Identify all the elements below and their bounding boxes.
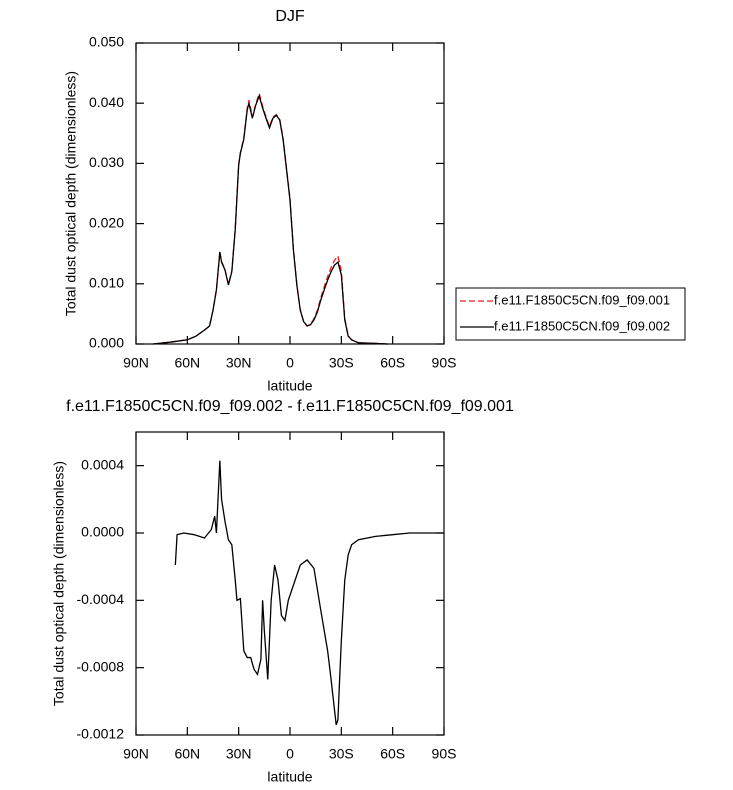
data-line <box>153 91 388 345</box>
x-tick-label: 30N <box>226 746 252 762</box>
y-tick-label: 0.010 <box>89 275 124 291</box>
x-tick-label: 60S <box>380 355 405 371</box>
plot-frame <box>135 431 445 736</box>
x-tick-label: 90S <box>432 746 457 762</box>
data-line <box>153 93 388 345</box>
y-tick-label: 0.020 <box>89 214 124 230</box>
x-tick-label: 90S <box>432 355 457 371</box>
legend-label: f.e11.F1850C5CN.f09_f09.002 <box>494 318 670 333</box>
x-tick-label: 30N <box>226 355 252 371</box>
y-tick-label: 0.0004 <box>81 456 124 472</box>
x-tick-label: 60S <box>380 746 405 762</box>
y-tick-label: -0.0012 <box>77 726 125 742</box>
chart-title: f.e11.F1850C5CN.f09_f09.002 - f.e11.F185… <box>66 398 514 415</box>
y-axis-label: Total dust optical depth (dimensionless) <box>63 71 79 316</box>
x-axis-label: latitude <box>267 378 312 394</box>
legend-box <box>455 287 686 341</box>
y-tick-label: -0.0004 <box>77 591 125 607</box>
y-tick-label: 0.030 <box>89 154 124 170</box>
y-tick-label: 0.050 <box>89 34 124 50</box>
x-tick-label: 90N <box>123 746 149 762</box>
y-tick-label: 0.000 <box>89 335 124 351</box>
x-tick-label: 0 <box>286 355 294 371</box>
legend-label: f.e11.F1850C5CN.f09_f09.001 <box>494 292 670 307</box>
y-tick-label: -0.0008 <box>77 658 125 674</box>
y-tick-label: 0.040 <box>89 94 124 110</box>
x-tick-label: 60N <box>174 355 200 371</box>
x-tick-label: 60N <box>174 746 200 762</box>
y-axis-label: Total dust optical depth (dimensionless) <box>51 461 67 706</box>
y-tick-label: 0.0000 <box>81 524 124 540</box>
x-tick-label: 30S <box>329 355 354 371</box>
data-line <box>174 460 444 726</box>
chart-title: DJF <box>275 8 305 25</box>
x-tick-label: 30S <box>329 746 354 762</box>
x-tick-label: 0 <box>286 746 294 762</box>
x-tick-label: 90N <box>123 355 149 371</box>
x-axis-label: latitude <box>267 769 312 785</box>
